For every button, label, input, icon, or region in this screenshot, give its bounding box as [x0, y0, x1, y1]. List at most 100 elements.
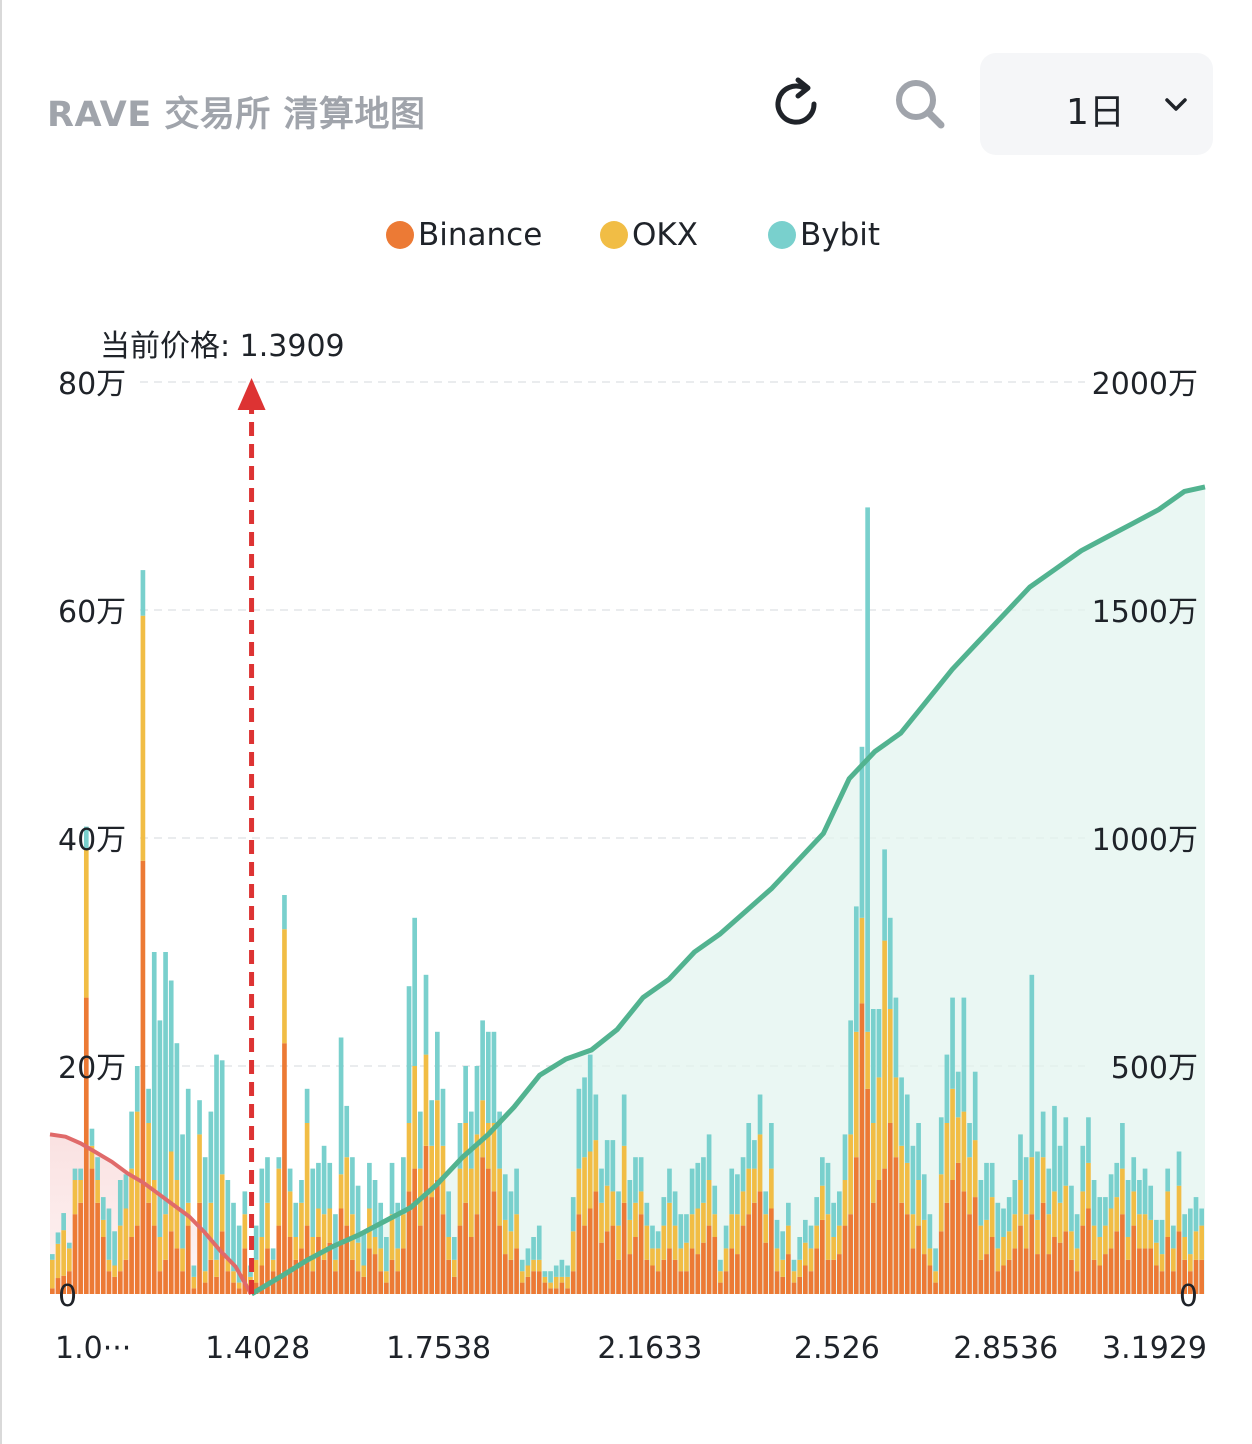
bar-okx — [123, 1208, 129, 1260]
bar-binance — [1171, 1271, 1176, 1294]
bar-bybit — [1035, 1151, 1040, 1220]
bar-binance — [1086, 1208, 1091, 1294]
bar-bybit — [1114, 1162, 1120, 1198]
bar-bybit — [1052, 1105, 1057, 1192]
bar-okx — [865, 1031, 870, 1089]
bar-bybit — [638, 1157, 644, 1192]
bar-binance — [689, 1248, 695, 1294]
bar-okx — [944, 1123, 950, 1203]
bar-bybit — [502, 1174, 508, 1220]
bar-binance — [106, 1271, 112, 1294]
search-button[interactable] — [888, 72, 952, 136]
bar-binance — [389, 1259, 395, 1294]
bar-bybit — [401, 1157, 406, 1215]
bar-okx — [627, 1219, 633, 1255]
bar-okx — [502, 1219, 508, 1255]
bar-bybit — [1080, 1145, 1086, 1192]
bar-binance — [191, 1288, 197, 1294]
bar-okx — [853, 1031, 859, 1158]
bar-binance — [808, 1271, 814, 1294]
bar-okx — [797, 1259, 803, 1277]
bar-okx — [1052, 1191, 1057, 1237]
bar-okx — [117, 1225, 123, 1272]
bar-binance — [944, 1202, 950, 1294]
bar-okx — [253, 1259, 259, 1283]
bar-bybit — [384, 1237, 389, 1272]
bar-binance — [282, 1043, 287, 1294]
bar-bybit — [729, 1168, 735, 1215]
bar-okx — [514, 1214, 519, 1249]
bar-okx — [1114, 1197, 1120, 1232]
bar-binance — [299, 1248, 304, 1294]
x-tick-label: 2.8536 — [953, 1331, 1058, 1366]
bar-okx — [542, 1276, 548, 1283]
legend-item-binance[interactable]: Binance — [386, 215, 542, 255]
liquidation-chart[interactable]: 当前价格: 1.3909 0 20万 40万 60万 80万 0 500万 1000万 1500… — [0, 310, 1252, 1390]
bar-bybit — [112, 1231, 117, 1266]
bar-okx — [1012, 1214, 1018, 1249]
bar-binance — [287, 1237, 293, 1294]
y-right-tick-label: 1000万 — [1092, 823, 1198, 858]
bar-bybit — [293, 1202, 299, 1237]
bar-okx — [497, 1168, 502, 1226]
refresh-icon — [775, 77, 817, 125]
bar-binance — [440, 1214, 446, 1294]
bar-bybit — [491, 1031, 497, 1123]
y-left-tick-label: 60万 — [58, 595, 126, 630]
bar-binance — [66, 1271, 72, 1294]
bar-bybit — [1165, 1168, 1171, 1192]
bar-binance — [967, 1214, 972, 1294]
bar-okx — [50, 1259, 55, 1289]
time-range-select[interactable]: 1日 — [980, 53, 1213, 155]
bar-bybit — [559, 1259, 565, 1277]
bar-bybit — [1103, 1197, 1108, 1226]
bar-bybit — [1159, 1219, 1165, 1255]
bar-okx — [66, 1248, 72, 1272]
bar-bybit — [191, 1265, 197, 1277]
bar-bybit — [695, 1162, 701, 1209]
refresh-button[interactable] — [764, 72, 828, 136]
bar-bybit — [542, 1271, 548, 1277]
bar-bybit — [485, 1031, 491, 1123]
bar-binance — [910, 1248, 916, 1294]
legend-item-okx[interactable]: OKX — [600, 215, 698, 255]
bar-bybit — [604, 1140, 610, 1186]
bar-bybit — [825, 1162, 831, 1215]
bar-binance — [112, 1276, 117, 1294]
bar-bybit — [684, 1214, 689, 1243]
bar-okx — [191, 1276, 197, 1289]
y-right-tick-label: 1500万 — [1092, 595, 1198, 630]
legend-item-bybit[interactable]: Bybit — [768, 215, 880, 255]
bar-okx — [1125, 1237, 1131, 1260]
bar-bybit — [350, 1157, 355, 1215]
bar-okx — [933, 1271, 938, 1283]
bar-okx — [491, 1123, 497, 1192]
bar-bybit — [955, 1071, 961, 1118]
bar-bybit — [497, 1111, 502, 1169]
bar-okx — [61, 1230, 66, 1276]
bar-okx — [735, 1214, 740, 1255]
bar-binance — [667, 1248, 672, 1294]
bar-okx — [825, 1214, 831, 1260]
bar-okx — [831, 1237, 836, 1260]
bar-binance — [1035, 1254, 1040, 1294]
bar-bybit — [769, 1123, 774, 1169]
y-right-tick-label: 500万 — [1111, 1051, 1198, 1086]
bar-okx — [955, 1117, 961, 1163]
bar-binance — [638, 1214, 644, 1294]
bar-binance — [984, 1254, 989, 1294]
bar-bybit — [418, 1111, 423, 1169]
legend-label-bybit: Bybit — [800, 217, 881, 253]
bar-okx — [1057, 1202, 1063, 1243]
bar-bybit — [820, 1157, 825, 1186]
bar-okx — [214, 1259, 219, 1277]
bar-okx — [1063, 1185, 1069, 1232]
bar-okx — [820, 1185, 825, 1220]
bar-binance — [633, 1237, 638, 1294]
bar-bybit — [1125, 1180, 1131, 1237]
bar-binance — [208, 1259, 214, 1294]
bar-binance — [236, 1288, 242, 1294]
cumulative-long-area — [251, 486, 1206, 1294]
bar-binance — [972, 1197, 978, 1294]
bar-okx — [225, 1259, 231, 1272]
